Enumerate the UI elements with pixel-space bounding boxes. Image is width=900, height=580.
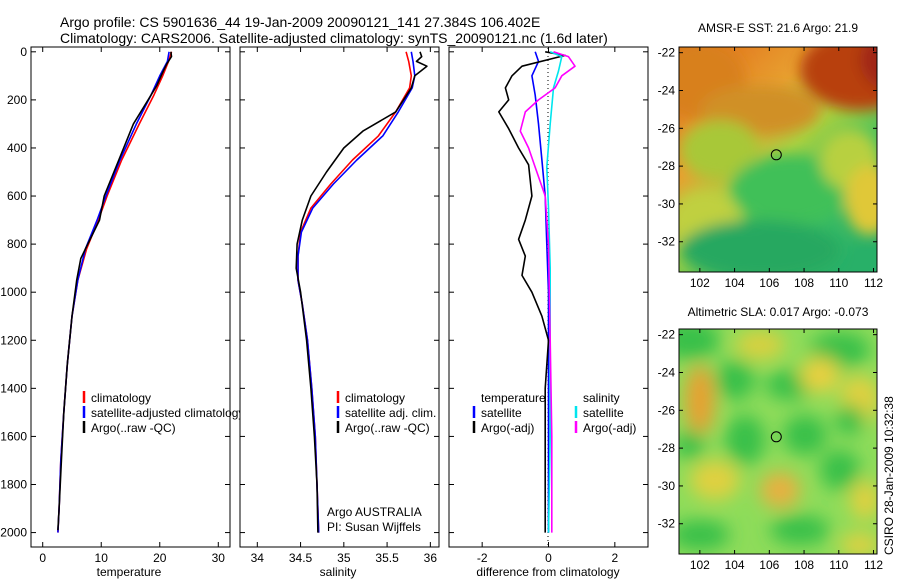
x-tick-label: 10 xyxy=(95,551,109,565)
difference-legend: temperature satellite Argo(-adj) salinit… xyxy=(472,391,636,435)
argo-position-marker xyxy=(770,431,782,443)
x-tick-label: 34.5 xyxy=(289,551,313,565)
difference-panel: -2 0 2 temperature satellite Argo(-adj) sa… xyxy=(448,46,649,579)
series-line-argo-raw-qc xyxy=(57,51,173,531)
legend-label-sal-satellite: satellite xyxy=(583,406,624,420)
x-tick-label: 108 xyxy=(794,558,814,572)
series-line-temperature-argo-adj xyxy=(497,51,566,533)
x-tick-label: 112 xyxy=(864,558,883,572)
series-line-salinity-argo-adj xyxy=(519,51,576,533)
x-tick-label: 106 xyxy=(759,276,779,290)
y-tick-label: -30 xyxy=(658,197,676,211)
sst-map-panel: AMSR-E SST: 21.6 Argo: 21.9 102 104 106 108… xyxy=(658,21,884,290)
y-tick-label: 800 xyxy=(7,237,27,251)
x-tick-label: 34 xyxy=(251,551,265,565)
legend-label-argo: Argo(..raw -QC) xyxy=(91,421,176,435)
x-tick-label: 2 xyxy=(611,551,618,565)
sla-map-frame xyxy=(678,328,878,555)
temperature-panel: 0 10 20 30 0 200 400 600 800 1000 1200 1400 1600 1800… xyxy=(0,45,244,579)
x-tick-label: 106 xyxy=(759,558,779,572)
x-tick-label: 36 xyxy=(424,551,438,565)
x-tick-label: 20 xyxy=(153,551,167,565)
salinity-panel: 34 34.5 35 35.5 36 climatology satellite adj… xyxy=(239,46,440,579)
y-tick-label: -22 xyxy=(658,46,676,60)
difference-xlabel: difference from climatology xyxy=(476,565,619,579)
legend-label-temp-argo: Argo(-adj) xyxy=(481,421,534,435)
legend-label-argo: Argo(..raw -QC) xyxy=(345,421,430,435)
sst-map-frame xyxy=(678,46,878,273)
legend-heading-temperature: temperature xyxy=(481,391,546,405)
legend-heading-salinity: salinity xyxy=(583,391,620,405)
series-line-argo-raw-qc xyxy=(295,51,428,533)
y-tick-label: 1600 xyxy=(0,429,27,443)
x-tick-label: 104 xyxy=(725,558,745,572)
y-tick-label: 200 xyxy=(7,93,27,107)
y-tick-label: -26 xyxy=(658,403,676,417)
legend-label-satellite: satellite-adjusted climatology xyxy=(91,406,244,420)
argo-position-marker xyxy=(770,149,782,161)
footer-stamp: CSIRO 28-Jan-2009 10:32:38 xyxy=(882,396,896,555)
temperature-legend: climatology satellite-adjusted climatolo… xyxy=(82,391,244,435)
x-tick-label: 110 xyxy=(829,276,848,290)
x-tick-label: 102 xyxy=(690,276,710,290)
x-tick-label: 108 xyxy=(794,276,814,290)
x-tick-label: 35 xyxy=(337,551,351,565)
legend-label-satellite: satellite adj. clim. xyxy=(345,406,436,420)
y-tick-label: -24 xyxy=(658,83,676,97)
salinity-xlabel: salinity xyxy=(320,565,357,579)
y-tick-label: 2000 xyxy=(0,526,27,540)
y-tick-label: -30 xyxy=(658,479,676,493)
salinity-legend: climatology satellite adj. clim. Argo(..… xyxy=(336,391,436,435)
y-tick-label: 1000 xyxy=(0,285,27,299)
x-tick-label: -2 xyxy=(477,551,488,565)
x-tick-label: 0 xyxy=(545,551,552,565)
sst-map-image xyxy=(679,47,877,272)
salinity-annotation-line2: PI: Susan Wijffels xyxy=(327,520,421,534)
y-tick-label: -26 xyxy=(658,121,676,135)
legend-label-sal-argo: Argo(-adj) xyxy=(583,421,636,435)
y-tick-label: -32 xyxy=(658,235,676,249)
series-line-temperature-satellite xyxy=(531,51,550,533)
sla-map-title: Altimetric SLA: 0.017 Argo: -0.073 xyxy=(688,305,869,319)
x-tick-label: 104 xyxy=(725,276,745,290)
y-tick-label: -28 xyxy=(658,159,676,173)
sla-map-image xyxy=(679,329,877,554)
salinity-annotation-line1: Argo AUSTRALIA xyxy=(327,505,422,519)
y-tick-label: 600 xyxy=(7,189,27,203)
y-tick-label: -28 xyxy=(658,441,676,455)
sst-map-title: AMSR-E SST: 21.6 Argo: 21.9 xyxy=(698,21,858,35)
figure-title-line1: Argo profile: CS 5901636_44 19-Jan-2009 … xyxy=(60,14,540,30)
temperature-xlabel: temperature xyxy=(97,565,162,579)
y-tick-label: 400 xyxy=(7,141,27,155)
y-tick-label: 0 xyxy=(20,45,27,59)
x-tick-label: 110 xyxy=(829,558,848,572)
y-tick-label: -24 xyxy=(658,365,676,379)
legend-label-temp-satellite: satellite xyxy=(481,406,522,420)
y-tick-label: -22 xyxy=(658,328,676,342)
y-tick-label: 1800 xyxy=(0,478,27,492)
x-tick-label: 0 xyxy=(39,551,46,565)
salinity-axes-frame xyxy=(239,46,440,548)
figure-title-line2: Climatology: CARS2006. Satellite-adjuste… xyxy=(60,30,608,46)
y-tick-label: -32 xyxy=(658,517,676,531)
x-tick-label: 102 xyxy=(690,558,710,572)
y-tick-label: 1200 xyxy=(0,333,27,347)
legend-label-climatology: climatology xyxy=(91,391,151,405)
legend-label-climatology: climatology xyxy=(345,391,405,405)
x-tick-label: 112 xyxy=(864,276,883,290)
sla-map-panel: Altimetric SLA: 0.017 Argo: -0.073 xyxy=(658,305,884,572)
y-tick-label: 1400 xyxy=(0,381,27,395)
x-tick-label: 30 xyxy=(212,551,226,565)
x-tick-label: 35.5 xyxy=(375,551,399,565)
